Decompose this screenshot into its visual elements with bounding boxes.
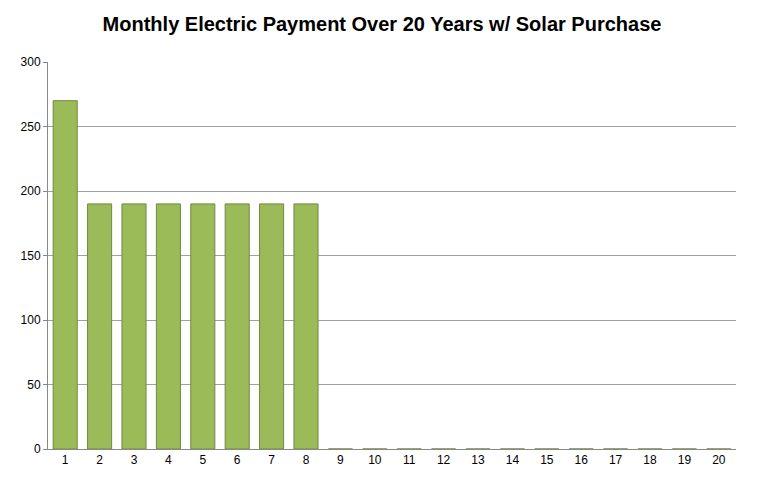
svg-text:3: 3 (131, 453, 138, 467)
svg-text:13: 13 (471, 453, 485, 467)
svg-text:300: 300 (21, 55, 41, 69)
svg-text:2: 2 (96, 453, 103, 467)
svg-text:Monthly Electric Payment Over: Monthly Electric Payment Over 20 Years w… (103, 13, 662, 35)
svg-text:0: 0 (34, 442, 41, 456)
svg-text:8: 8 (303, 453, 310, 467)
svg-text:18: 18 (643, 453, 657, 467)
svg-text:20: 20 (712, 453, 726, 467)
svg-text:12: 12 (437, 453, 451, 467)
svg-text:50: 50 (27, 378, 41, 392)
svg-text:250: 250 (21, 120, 41, 134)
svg-text:6: 6 (234, 453, 241, 467)
svg-text:14: 14 (506, 453, 520, 467)
svg-text:9: 9 (337, 453, 344, 467)
svg-text:150: 150 (21, 249, 41, 263)
svg-text:5: 5 (199, 453, 206, 467)
svg-text:17: 17 (609, 453, 623, 467)
svg-text:1: 1 (62, 453, 69, 467)
svg-text:200: 200 (21, 184, 41, 198)
svg-text:4: 4 (165, 453, 172, 467)
svg-text:11: 11 (403, 453, 416, 467)
svg-text:100: 100 (21, 313, 41, 327)
svg-text:19: 19 (678, 453, 692, 467)
svg-text:7: 7 (268, 453, 275, 467)
svg-text:10: 10 (368, 453, 382, 467)
svg-text:15: 15 (540, 453, 554, 467)
svg-text:16: 16 (575, 453, 589, 467)
